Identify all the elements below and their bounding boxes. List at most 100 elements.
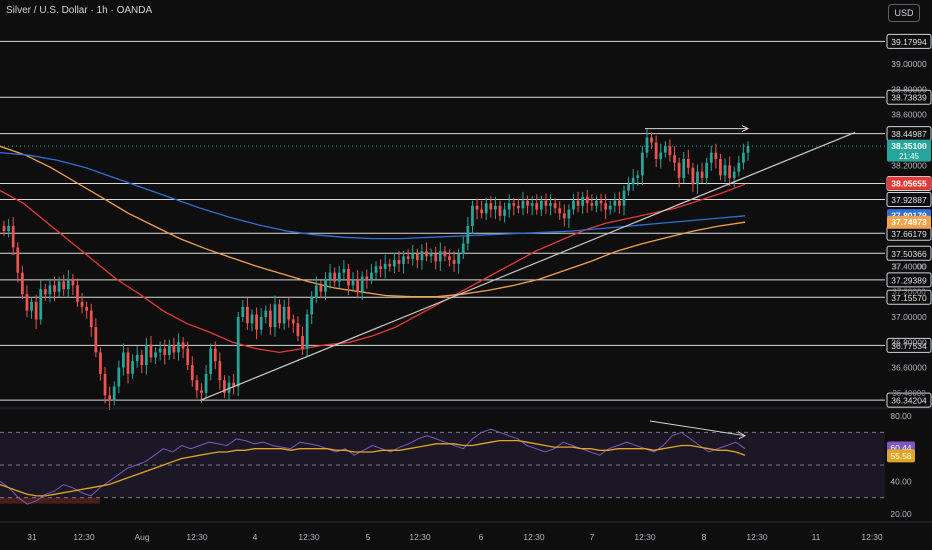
- candle-body: [429, 253, 433, 257]
- candle-body: [7, 225, 10, 232]
- candle-body: [618, 200, 621, 206]
- candle-body: [696, 171, 699, 185]
- candle-body: [700, 171, 704, 178]
- annotations: [199, 125, 856, 401]
- candle-body: [549, 203, 552, 206]
- currency-button[interactable]: USD: [888, 4, 920, 22]
- level-label: 37.92887: [891, 195, 927, 205]
- candle-body: [448, 256, 451, 261]
- price-axis[interactable]: 39.1799438.7383938.4498738.0555937.92887…: [886, 33, 932, 408]
- candle-body: [645, 137, 649, 153]
- candle-body: [397, 260, 401, 264]
- candle-body: [604, 203, 608, 210]
- arrow-head: [737, 431, 747, 440]
- candle-body: [406, 256, 410, 259]
- candle-body: [415, 253, 419, 261]
- candle-body: [613, 200, 617, 206]
- candle-body: [562, 213, 566, 219]
- price-tick-label: 37.20000: [892, 288, 926, 297]
- time-tick-label: 8: [702, 532, 707, 542]
- rsi-value-box: [887, 449, 915, 463]
- candle-body: [484, 203, 488, 214]
- rsi-ma-line: [0, 439, 746, 497]
- candle-body: [20, 272, 24, 295]
- candle-body: [149, 344, 153, 358]
- candle-body: [388, 263, 392, 267]
- level-label: 36.34204: [891, 396, 927, 406]
- candle-body: [154, 352, 157, 358]
- candle-body: [30, 301, 33, 311]
- candle-body: [144, 344, 148, 366]
- candle-body: [709, 152, 713, 163]
- candle-body: [259, 316, 263, 330]
- candle-body: [425, 251, 428, 257]
- candle-body: [622, 190, 626, 206]
- candle-body: [181, 342, 185, 349]
- candle-body: [48, 285, 52, 295]
- price-label: 37.74973: [891, 217, 927, 227]
- candle-body: [714, 152, 718, 159]
- price-tick-label: 38.80000: [891, 84, 927, 94]
- level-label: 38.73839: [891, 93, 927, 103]
- candlesticks: [2, 128, 750, 411]
- price-label: 38.05655: [891, 178, 927, 188]
- time-tick-label: 11: [812, 532, 821, 542]
- candle-body: [370, 272, 373, 280]
- candle-body: [494, 205, 497, 210]
- candle-body: [728, 165, 732, 178]
- level-label-box: [886, 289, 932, 305]
- candle-body: [544, 200, 548, 206]
- candle-body: [287, 306, 291, 320]
- candle-body: [99, 352, 102, 374]
- candle-body: [691, 167, 695, 185]
- candle-body: [659, 152, 663, 159]
- candle-body: [278, 304, 281, 324]
- candle-body: [333, 272, 337, 282]
- price-tick-label: 36.80000: [891, 337, 927, 347]
- price-tick-label: 39.00000: [891, 59, 927, 69]
- candle-body: [85, 306, 89, 311]
- price-tick-label: 36.40000: [892, 389, 926, 398]
- price-tick-label: 37.40000: [892, 262, 926, 271]
- candle-body: [443, 251, 447, 257]
- candle-body: [190, 365, 194, 381]
- price-label-box: [887, 139, 931, 162]
- candle-body: [71, 279, 75, 286]
- ma-orange-line: [0, 145, 746, 298]
- candle-body: [420, 251, 424, 261]
- time-tick-label: 12:30: [298, 532, 320, 542]
- rsi-tick-label: 40.00: [890, 476, 912, 486]
- level-label-box: [886, 337, 932, 353]
- time-tick-label: 12:30: [409, 532, 431, 542]
- candle-body: [209, 348, 213, 374]
- candle-body: [723, 165, 727, 176]
- candle-body: [379, 266, 382, 269]
- candle-body: [572, 200, 575, 210]
- candle-body: [62, 281, 66, 290]
- candle-body: [310, 298, 314, 315]
- horizontal-levels: [0, 40, 885, 401]
- candle-body: [498, 205, 502, 216]
- candle-body: [512, 203, 516, 206]
- candle-body: [677, 162, 681, 178]
- candle-body: [25, 294, 29, 311]
- price-label-box: [887, 215, 931, 229]
- candle-body: [576, 200, 580, 206]
- candle-body: [475, 205, 479, 210]
- candle-body: [241, 306, 245, 317]
- candle-body: [530, 203, 534, 206]
- candle-body: [43, 289, 47, 295]
- rsi-value-label: 60.44: [890, 443, 912, 453]
- level-label: 39.17994: [891, 37, 927, 47]
- candle-body: [177, 342, 180, 353]
- rsi-value-label: 55.58: [890, 451, 912, 461]
- candle-body: [57, 281, 61, 292]
- time-axis[interactable]: 31 12:30 Aug 12:30 4 12:30 5 12:30 6 12:30 7 12:30 8…: [0, 521, 932, 542]
- candle-body: [590, 203, 594, 206]
- time-tick-label: 12:30: [73, 532, 95, 542]
- candle-body: [489, 203, 493, 210]
- time-tick-label: 4: [253, 532, 258, 542]
- candle-body: [434, 253, 438, 262]
